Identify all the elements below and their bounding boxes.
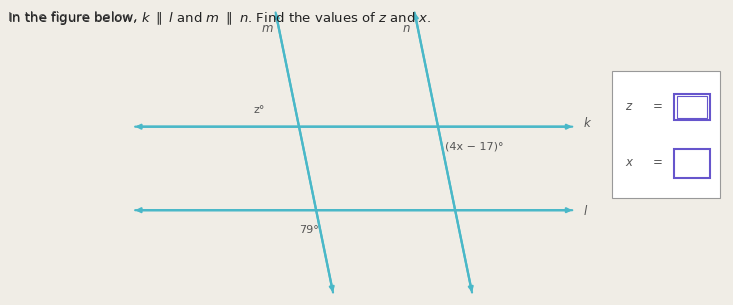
Text: $z$: $z$ bbox=[625, 100, 633, 113]
Text: k: k bbox=[583, 117, 591, 130]
Text: $x$: $x$ bbox=[625, 156, 634, 169]
Text: l: l bbox=[583, 205, 587, 218]
Text: z°: z° bbox=[253, 105, 265, 115]
Text: In the figure below, $k$ $\parallel$ $l$ and $m$ $\parallel$ $n$. Find the value: In the figure below, $k$ $\parallel$ $l$… bbox=[8, 10, 432, 27]
FancyBboxPatch shape bbox=[674, 149, 710, 178]
Text: =: = bbox=[652, 100, 663, 113]
FancyBboxPatch shape bbox=[677, 96, 707, 118]
FancyBboxPatch shape bbox=[674, 94, 710, 120]
Text: n: n bbox=[403, 22, 410, 35]
Text: In the figure below,: In the figure below, bbox=[8, 11, 142, 24]
Text: 79°: 79° bbox=[299, 225, 319, 235]
Text: m: m bbox=[262, 22, 273, 35]
FancyBboxPatch shape bbox=[611, 70, 720, 198]
Text: (4x − 17)°: (4x − 17)° bbox=[446, 142, 504, 151]
Text: =: = bbox=[652, 156, 663, 169]
